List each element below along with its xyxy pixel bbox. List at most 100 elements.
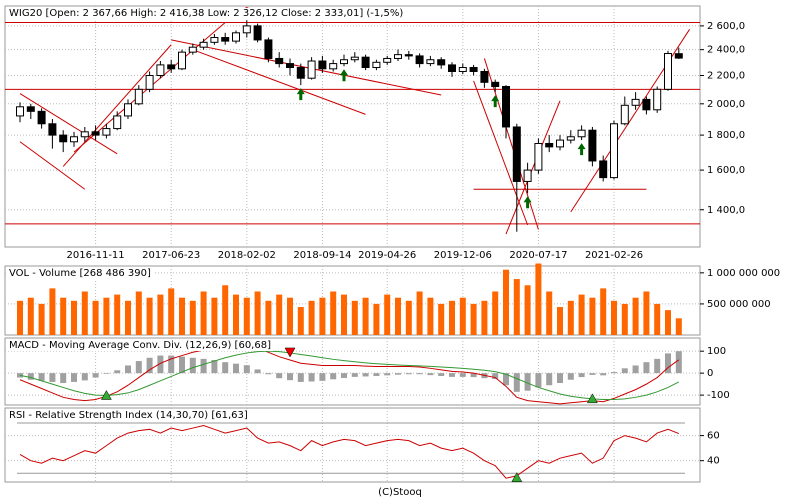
volume-bar: [179, 297, 185, 335]
histogram-bar: [211, 359, 218, 374]
volume-bar: [654, 303, 661, 335]
volume-bar: [513, 279, 520, 335]
volume-bar: [168, 288, 175, 335]
histogram-bar: [341, 373, 347, 378]
candle-body: [102, 128, 111, 136]
buy-signal: [100, 390, 112, 400]
volume-bar: [146, 297, 153, 335]
histogram-bar: [276, 373, 283, 379]
histogram-bar: [27, 373, 34, 380]
histogram-bar: [416, 373, 423, 375]
candle-body: [253, 25, 262, 41]
volume-bar: [71, 300, 77, 335]
histogram-bar: [103, 373, 110, 374]
x-tick-label: 2018-09-14: [293, 250, 351, 261]
volume-bar: [395, 297, 401, 335]
candle-body: [275, 57, 284, 65]
histogram-bar: [513, 373, 520, 392]
histogram-bar: [351, 373, 358, 377]
candle-body: [491, 81, 500, 88]
candle-body: [545, 142, 554, 148]
histogram-bar: [330, 373, 337, 380]
volume-bar: [38, 303, 45, 335]
candle-body: [296, 67, 305, 79]
sell-signal: [284, 347, 296, 358]
volume-bar: [459, 297, 466, 335]
candle-body: [426, 59, 435, 65]
trend-line: [192, 49, 366, 115]
panel-title-bg: [7, 268, 153, 279]
histogram-bar: [621, 368, 628, 374]
candle-body: [264, 39, 273, 59]
histogram-bar: [503, 373, 509, 386]
x-tick-label: 2019-12-06: [434, 250, 492, 261]
volume-bar: [416, 291, 423, 335]
candle-body: [480, 70, 489, 83]
candle-body: [59, 134, 68, 143]
candle-body: [372, 61, 381, 69]
volume-bar: [81, 291, 88, 335]
candle-body: [448, 64, 456, 72]
volume-bar: [535, 263, 542, 335]
candle-body: [534, 142, 543, 171]
candle-body: [588, 129, 597, 162]
y-tick-label: 0: [707, 368, 713, 379]
panel-frame: [4, 337, 701, 406]
candle-body: [16, 106, 24, 117]
volume-bar: [265, 300, 272, 335]
volume-bar: [222, 285, 229, 335]
candle-body: [577, 129, 586, 138]
volume-bar: [49, 288, 56, 335]
candle-body: [350, 56, 359, 61]
candle-body: [502, 86, 510, 128]
histogram-bar: [449, 373, 455, 377]
x-tick-label: 2018-02-02: [218, 250, 276, 261]
histogram-bar: [600, 373, 607, 376]
histogram-bar: [492, 373, 499, 380]
histogram-bar: [578, 373, 585, 378]
series-line: [19, 344, 680, 405]
histogram-bar: [567, 373, 574, 380]
histogram-bar: [459, 373, 466, 377]
buy-signal: [523, 196, 532, 209]
x-tick-label: 2016-11-11: [67, 250, 125, 261]
volume-bar: [254, 291, 261, 335]
y-tick-label: -100: [707, 390, 730, 401]
y-tick-label: 1 800,0: [707, 130, 745, 141]
candle-body: [232, 32, 240, 42]
volume-bar: [103, 297, 110, 335]
panel-title-bg: [7, 340, 274, 351]
x-tick-label: 2020-07-17: [509, 250, 567, 261]
candle-body: [188, 46, 197, 53]
y-tick-label: 60: [707, 431, 720, 442]
y-tick-label: 2 600,0: [707, 21, 745, 32]
histogram-bar: [319, 373, 326, 381]
histogram-bar: [643, 362, 650, 374]
volume-bar: [319, 297, 326, 335]
buy-signal: [340, 69, 348, 82]
volume-bar: [643, 291, 650, 335]
histogram-bar: [535, 373, 542, 388]
candle-body: [512, 126, 521, 182]
histogram-bar: [254, 369, 261, 374]
candle-body: [242, 25, 251, 34]
volume-bar: [60, 297, 67, 335]
candle-body: [664, 53, 672, 90]
volume-bar: [287, 297, 293, 335]
candle-body: [124, 103, 132, 117]
y-tick-label: 40: [707, 456, 720, 467]
candle-body: [458, 67, 467, 72]
histogram-bar: [146, 357, 153, 374]
volume-bar: [524, 285, 531, 335]
volume-bar: [243, 297, 250, 335]
candle-body: [556, 139, 564, 148]
volume-bar: [27, 297, 34, 335]
histogram-bar: [233, 363, 239, 374]
candle-body: [566, 136, 575, 141]
volume-bar: [233, 294, 239, 335]
trend-line: [19, 93, 118, 155]
histogram-bar: [427, 373, 434, 376]
histogram-bar: [524, 373, 531, 391]
volume-bar: [384, 294, 391, 335]
histogram-bar: [395, 373, 401, 375]
